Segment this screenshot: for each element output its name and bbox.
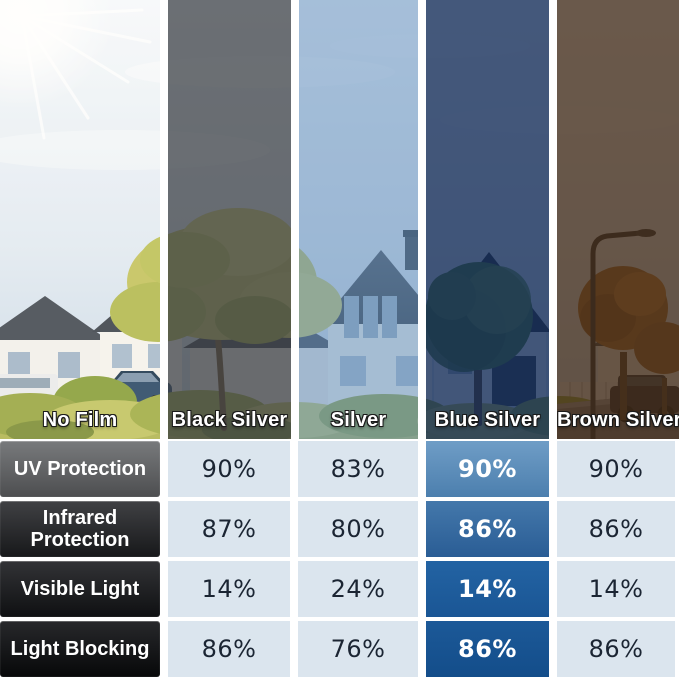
value-uv-brown-silver: 90% <box>557 441 675 497</box>
value-visible-brown-silver: 14% <box>557 561 675 617</box>
comparison-table: UV Protection 90% 83% 90% 90% Infrared P… <box>0 441 675 677</box>
film-label-brown-silver: Brown Silver <box>557 409 679 431</box>
value-infrared-silver: 80% <box>298 501 418 557</box>
metric-label-infrared-protection: Infrared Protection <box>0 501 160 557</box>
metric-label-light-blocking: Light Blocking <box>0 621 160 677</box>
film-strip-black-silver: Black Silver <box>168 0 291 439</box>
film-label-black-silver: Black Silver <box>171 409 288 431</box>
metric-label-uv-protection: UV Protection <box>0 441 160 497</box>
film-label-blue-silver: Blue Silver <box>434 409 541 431</box>
value-infrared-blue-silver: 86% <box>426 501 549 557</box>
metric-label-visible-light: Visible Light <box>0 561 160 617</box>
value-uv-silver: 83% <box>298 441 418 497</box>
value-blocking-black-silver: 86% <box>168 621 290 677</box>
strip-divider <box>291 0 299 439</box>
film-label-no-film: No Film <box>42 409 118 431</box>
value-blocking-blue-silver: 86% <box>426 621 549 677</box>
film-strip-brown-silver: Brown Silver <box>557 0 679 439</box>
film-strip-silver: Silver <box>299 0 418 439</box>
film-strip-no-film: No Film <box>0 0 160 439</box>
value-blocking-brown-silver: 86% <box>557 621 675 677</box>
strip-divider <box>160 0 168 439</box>
value-uv-black-silver: 90% <box>168 441 290 497</box>
value-infrared-brown-silver: 86% <box>557 501 675 557</box>
value-visible-blue-silver: 14% <box>426 561 549 617</box>
value-visible-black-silver: 14% <box>168 561 290 617</box>
value-visible-silver: 24% <box>298 561 418 617</box>
strip-divider <box>418 0 426 439</box>
house-photo: No Film Black Silver Silver Blue Silver … <box>0 0 679 439</box>
film-label-silver: Silver <box>330 409 387 431</box>
strip-divider <box>549 0 557 439</box>
value-infrared-black-silver: 87% <box>168 501 290 557</box>
value-blocking-silver: 76% <box>298 621 418 677</box>
sun-icon <box>0 0 152 140</box>
film-strip-blue-silver: Blue Silver <box>426 0 549 439</box>
value-uv-blue-silver: 90% <box>426 441 549 497</box>
